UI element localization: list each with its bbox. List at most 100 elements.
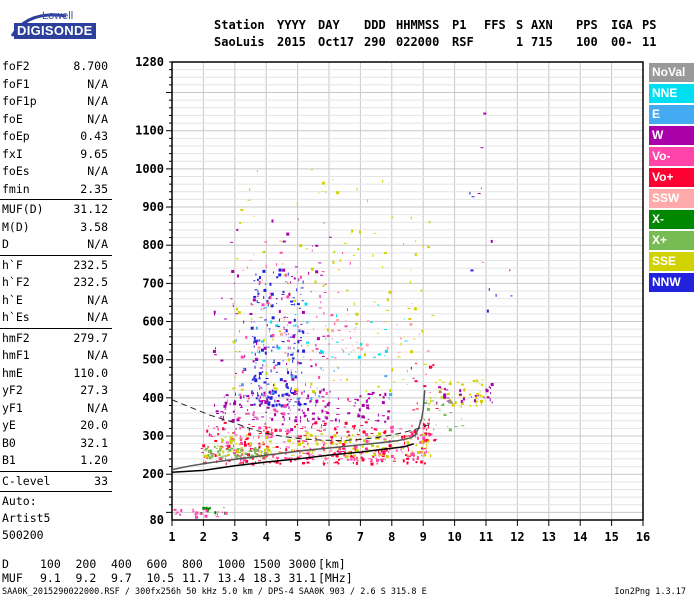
echo-point bbox=[300, 337, 303, 339]
echo-point bbox=[332, 379, 335, 381]
echo-point bbox=[248, 412, 250, 415]
echo-point bbox=[239, 406, 243, 408]
echo-point bbox=[256, 453, 259, 455]
echo-point bbox=[263, 346, 267, 350]
echo-point bbox=[269, 396, 273, 400]
echo-point bbox=[411, 450, 413, 453]
echo-point bbox=[346, 458, 349, 461]
echo-point bbox=[246, 434, 249, 437]
legend-item: Vo+ bbox=[649, 168, 694, 187]
echo-point bbox=[385, 309, 389, 311]
echo-point bbox=[208, 452, 211, 454]
echo-point bbox=[234, 413, 236, 415]
echo-point bbox=[293, 390, 297, 393]
echo-point bbox=[490, 392, 492, 395]
echo-point bbox=[390, 454, 394, 458]
echo-point bbox=[226, 453, 230, 456]
echo-point bbox=[312, 449, 316, 451]
echo-point bbox=[353, 457, 355, 459]
header-column-label: IGA bbox=[611, 18, 633, 32]
echo-point bbox=[346, 289, 349, 292]
echo-point bbox=[256, 358, 259, 360]
echo-point bbox=[327, 462, 329, 464]
echo-point bbox=[426, 422, 430, 424]
echo-point bbox=[330, 436, 334, 439]
echo-point bbox=[355, 341, 358, 343]
echo-point bbox=[236, 452, 238, 454]
echo-point bbox=[304, 440, 308, 442]
echo-point bbox=[317, 418, 319, 420]
echo-point bbox=[288, 321, 292, 324]
echo-point bbox=[306, 461, 310, 464]
echo-point bbox=[250, 304, 254, 306]
echo-point bbox=[343, 349, 345, 353]
echo-point bbox=[331, 437, 333, 441]
echo-point bbox=[342, 442, 346, 446]
echo-point bbox=[264, 351, 267, 355]
echo-point bbox=[238, 443, 241, 446]
echo-point bbox=[230, 438, 234, 441]
param-value: 232.5 bbox=[73, 257, 108, 272]
echo-point bbox=[235, 258, 239, 260]
echo-point bbox=[431, 366, 433, 368]
echo-point bbox=[254, 352, 256, 356]
echo-point bbox=[296, 350, 298, 353]
echo-point bbox=[282, 268, 286, 272]
echo-point bbox=[258, 375, 260, 379]
echo-point bbox=[263, 452, 265, 455]
echo-point bbox=[257, 447, 259, 451]
echo-point bbox=[260, 402, 263, 405]
echo-point bbox=[324, 283, 327, 285]
echo-point bbox=[258, 433, 262, 435]
echo-point bbox=[203, 461, 205, 464]
echo-point bbox=[224, 412, 226, 415]
echo-point bbox=[253, 215, 255, 217]
echo-point bbox=[403, 435, 406, 439]
param-value: 2.35 bbox=[80, 181, 108, 196]
echo-point bbox=[407, 447, 410, 449]
echo-point bbox=[195, 511, 199, 515]
echo-point bbox=[229, 450, 233, 452]
echo-point bbox=[302, 349, 305, 351]
echo-point bbox=[416, 455, 419, 459]
echo-point bbox=[415, 444, 418, 447]
echo-point bbox=[403, 242, 405, 245]
echo-point bbox=[270, 435, 273, 439]
echo-point bbox=[212, 349, 216, 353]
echo-point bbox=[257, 346, 261, 350]
echo-point bbox=[417, 450, 421, 454]
echo-point bbox=[278, 428, 282, 432]
param-label: yF1 bbox=[2, 400, 23, 415]
echo-point bbox=[278, 403, 281, 406]
echo-point bbox=[285, 392, 289, 396]
echo-point bbox=[243, 443, 247, 447]
echo-point bbox=[307, 418, 309, 422]
echo-point bbox=[244, 354, 246, 358]
echo-point bbox=[263, 448, 266, 452]
echo-point bbox=[367, 418, 370, 420]
echo-point bbox=[299, 328, 301, 331]
echo-point bbox=[326, 328, 329, 332]
echo-point bbox=[286, 398, 289, 401]
echo-point bbox=[224, 511, 226, 515]
echo-point bbox=[416, 433, 418, 435]
echo-point bbox=[460, 405, 462, 409]
echo-point bbox=[292, 325, 295, 327]
echo-point bbox=[427, 452, 430, 454]
echo-point bbox=[412, 455, 414, 457]
echo-point bbox=[270, 304, 274, 308]
echo-point bbox=[446, 400, 450, 402]
echo-point bbox=[355, 461, 358, 465]
echo-point bbox=[376, 462, 378, 465]
echo-point bbox=[286, 429, 290, 433]
echo-point bbox=[351, 345, 353, 347]
echo-point bbox=[231, 432, 233, 434]
echo-point bbox=[350, 351, 352, 354]
echo-point bbox=[349, 331, 351, 333]
echo-point bbox=[419, 451, 423, 454]
x-tick-label: 5 bbox=[294, 530, 301, 544]
panel-divider bbox=[0, 327, 112, 329]
echo-point bbox=[361, 403, 365, 407]
echo-point bbox=[370, 321, 373, 324]
echo-point bbox=[214, 435, 216, 437]
